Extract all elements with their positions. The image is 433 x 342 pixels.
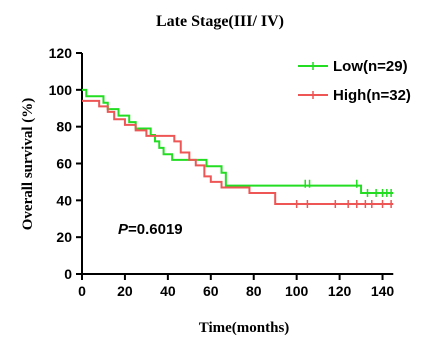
p-value-annotation: P=0.6019 — [118, 221, 183, 238]
chart-title: Late Stage(III/ IV) — [156, 13, 284, 30]
y-tick-label: 120 — [49, 45, 73, 61]
x-axis-label: Time(months) — [199, 320, 290, 336]
series-group — [82, 88, 394, 209]
x-tick-label: 120 — [328, 283, 352, 299]
x-tick-label: 0 — [78, 283, 86, 299]
series-line — [82, 99, 394, 206]
x-tick-label: 100 — [285, 283, 309, 299]
x-tick-label: 140 — [371, 283, 395, 299]
x-tick-label: 80 — [246, 283, 262, 299]
p-value-text: =0.6019 — [128, 221, 183, 238]
legend-label: High(n=32) — [333, 87, 411, 104]
x-tick-label: 40 — [160, 283, 176, 299]
axes: 0 20 40 60 80 100 120 0 20 40 60 80 100 120 140 — [49, 45, 395, 299]
y-tick-label: 0 — [64, 266, 72, 282]
y-tick-label: 20 — [56, 229, 72, 245]
legend-label: Low(n=29) — [333, 58, 408, 75]
y-tick-label: 60 — [56, 156, 72, 172]
p-value-symbol: P — [118, 221, 129, 238]
x-tick-label: 60 — [203, 283, 219, 299]
y-tick-label: 100 — [49, 82, 73, 98]
y-axis-label: Overall survival (%) — [20, 98, 36, 230]
x-tick-label: 20 — [117, 283, 133, 299]
legend: Low(n=29) High(n=32) — [298, 58, 411, 104]
y-tick-label: 80 — [56, 119, 72, 135]
series-line — [82, 88, 394, 194]
y-tick-label: 40 — [56, 192, 72, 208]
